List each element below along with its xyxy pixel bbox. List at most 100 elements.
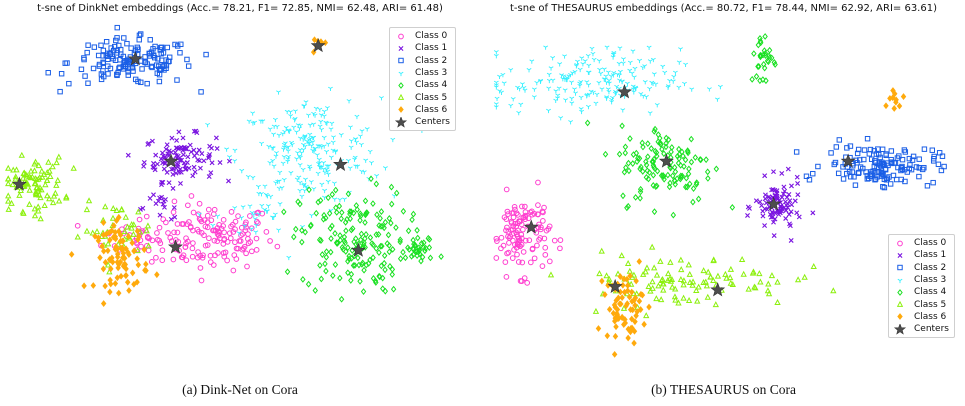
data-point (305, 280, 312, 288)
data-point (297, 136, 303, 141)
data-point (250, 121, 256, 126)
data-point (624, 275, 630, 283)
data-point (267, 238, 273, 244)
data-point (134, 44, 140, 51)
data-point (253, 235, 260, 242)
data-point (707, 273, 714, 280)
data-point (245, 231, 251, 237)
legend-label: Class 4 (415, 80, 448, 91)
data-point (315, 171, 321, 176)
data-point (787, 221, 792, 227)
data-point (239, 231, 246, 237)
data-point (830, 287, 837, 294)
data-point (613, 89, 619, 95)
data-point (198, 277, 205, 284)
data-point (585, 54, 591, 59)
data-point (373, 180, 380, 188)
data-point (521, 275, 528, 281)
data-point (935, 161, 942, 168)
data-point (100, 68, 106, 74)
data-point (299, 194, 305, 199)
data-point (663, 140, 669, 147)
data-point (147, 37, 153, 43)
data-point (178, 169, 184, 175)
data-point (159, 257, 166, 264)
data-point (12, 173, 19, 180)
data-point (156, 78, 163, 85)
data-point (509, 255, 516, 261)
data-point (415, 234, 421, 242)
data-point (590, 90, 596, 95)
data-point (705, 175, 711, 182)
data-point (888, 159, 895, 165)
data-point (31, 160, 38, 167)
data-point (347, 166, 353, 171)
data-point (334, 208, 340, 216)
data-point (178, 41, 184, 48)
data-point (340, 245, 346, 253)
data-point (773, 193, 779, 199)
data-point (267, 161, 273, 166)
data-point (593, 101, 599, 106)
data-point (151, 165, 157, 171)
data-point (184, 56, 190, 63)
data-point (362, 197, 369, 205)
data-point (794, 210, 800, 216)
data-point (855, 170, 862, 176)
data-point (899, 166, 906, 173)
data-point (602, 291, 608, 298)
data-point (683, 174, 690, 182)
data-point (669, 283, 676, 290)
data-point (348, 270, 355, 278)
data-point (645, 140, 651, 148)
data-point (174, 43, 181, 49)
data-point (795, 192, 801, 198)
data-point (899, 156, 906, 163)
data-point (121, 228, 128, 235)
data-point (321, 114, 327, 119)
data-point (308, 221, 314, 229)
data-point (183, 235, 189, 242)
data-point (326, 209, 333, 217)
data-point (171, 229, 177, 236)
data-point (695, 283, 702, 290)
data-point (386, 242, 392, 249)
data-point (46, 195, 53, 202)
data-point (360, 288, 367, 295)
data-point (542, 244, 549, 251)
data-point (295, 151, 301, 156)
legend: Class 0 Class 1 Class 2 Class 3 Class 4 Class… (888, 234, 955, 339)
data-point (108, 45, 114, 51)
data-point (776, 211, 782, 217)
data-point (298, 123, 303, 128)
data-point (579, 56, 585, 61)
data-point (158, 156, 164, 162)
data-point (112, 235, 119, 243)
data-point (108, 265, 114, 273)
data-point (619, 122, 625, 130)
data-point (300, 167, 306, 173)
legend-item: Class 4 (893, 286, 949, 298)
data-point (493, 105, 499, 110)
data-point (319, 182, 325, 187)
data-point (63, 193, 70, 200)
data-point (615, 315, 621, 323)
data-point (338, 133, 344, 138)
data-point (756, 270, 763, 277)
data-point (893, 98, 899, 106)
figure-caption: (b) THESAURUS on Cora (651, 382, 796, 397)
data-point (584, 80, 590, 85)
data-point (664, 276, 671, 283)
data-point (98, 76, 105, 83)
data-point (271, 132, 277, 137)
data-point (26, 186, 33, 193)
data-point (363, 158, 369, 163)
data-point (313, 106, 319, 111)
data-point (647, 111, 653, 116)
data-point (671, 74, 677, 80)
data-point (332, 230, 338, 237)
data-point (348, 125, 353, 130)
data-point (368, 175, 374, 183)
data-point (522, 216, 528, 223)
data-point (902, 149, 909, 155)
